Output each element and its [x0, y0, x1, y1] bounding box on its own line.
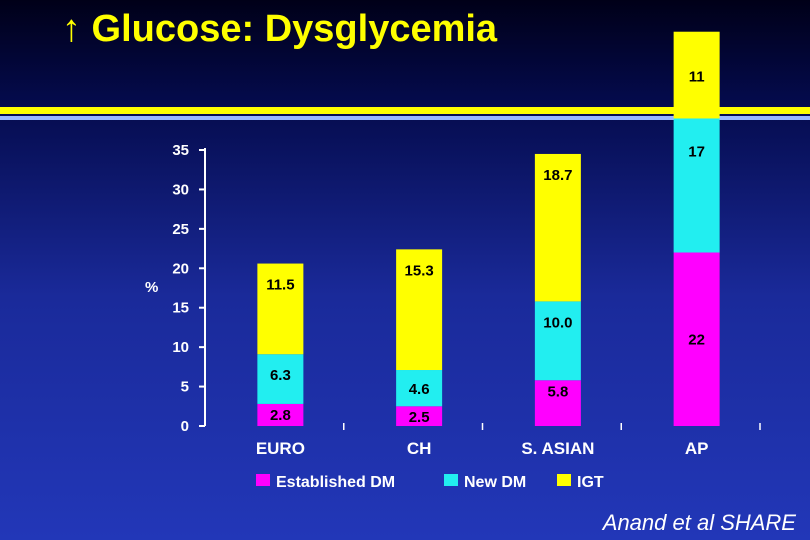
data-label: 11.5 — [266, 277, 294, 294]
data-label: 2.8 — [270, 407, 291, 424]
data-label: 5.8 — [547, 383, 568, 400]
bar-new-dm-ch — [396, 370, 443, 407]
bar-established-dm-s-asian — [534, 380, 581, 426]
bar-new-dm-ap — [673, 118, 720, 253]
data-label: 18.7 — [543, 167, 572, 184]
bar-established-dm-ch — [396, 406, 443, 426]
data-label: 6.3 — [270, 367, 291, 384]
data-label: 2.5 — [409, 409, 430, 426]
legend-swatch — [256, 474, 270, 486]
legend-swatch — [444, 474, 458, 486]
x-category-label: EURO — [256, 439, 305, 458]
legend-label: IGT — [577, 474, 604, 491]
slide-title: ↑ Glucose: Dysglycemia — [62, 8, 498, 50]
data-label: 15.3 — [405, 262, 434, 279]
y-tick-label: 10 — [172, 339, 189, 356]
legend-label: New DM — [464, 474, 526, 491]
bar-igt-ch — [396, 249, 443, 371]
data-label: 11 — [689, 69, 705, 86]
x-category-label: AP — [685, 439, 709, 458]
y-tick-label: 25 — [172, 221, 189, 238]
data-label: 10.0 — [543, 314, 572, 331]
bar-igt-s-asian — [534, 153, 581, 302]
bar-established-dm-euro — [257, 403, 304, 426]
data-label: 17 — [688, 143, 705, 160]
bar-new-dm-s-asian — [534, 301, 581, 381]
data-label: 22 — [688, 332, 705, 349]
title-divider-blue — [0, 116, 810, 120]
x-category-label: S. ASIAN — [521, 439, 594, 458]
bar-established-dm-ap — [673, 252, 720, 426]
y-tick-label: 15 — [172, 300, 189, 317]
x-category-label: CH — [407, 439, 432, 458]
y-axis-label: % — [145, 279, 158, 296]
legend-swatch — [557, 474, 571, 486]
legend-label: Established DM — [276, 474, 395, 491]
y-tick-label: 30 — [172, 181, 189, 198]
y-tick-label: 0 — [181, 418, 189, 435]
bar-igt-euro — [257, 263, 304, 355]
bar-new-dm-euro — [257, 354, 304, 404]
data-label: 4.6 — [409, 381, 430, 398]
y-tick-label: 5 — [181, 379, 189, 396]
citation: Anand et al SHARE — [602, 510, 796, 535]
y-tick-label: 35 — [172, 142, 189, 159]
title-divider-yellow — [0, 107, 810, 114]
bar-igt-ap — [673, 31, 720, 119]
y-tick-label: 20 — [172, 260, 189, 277]
